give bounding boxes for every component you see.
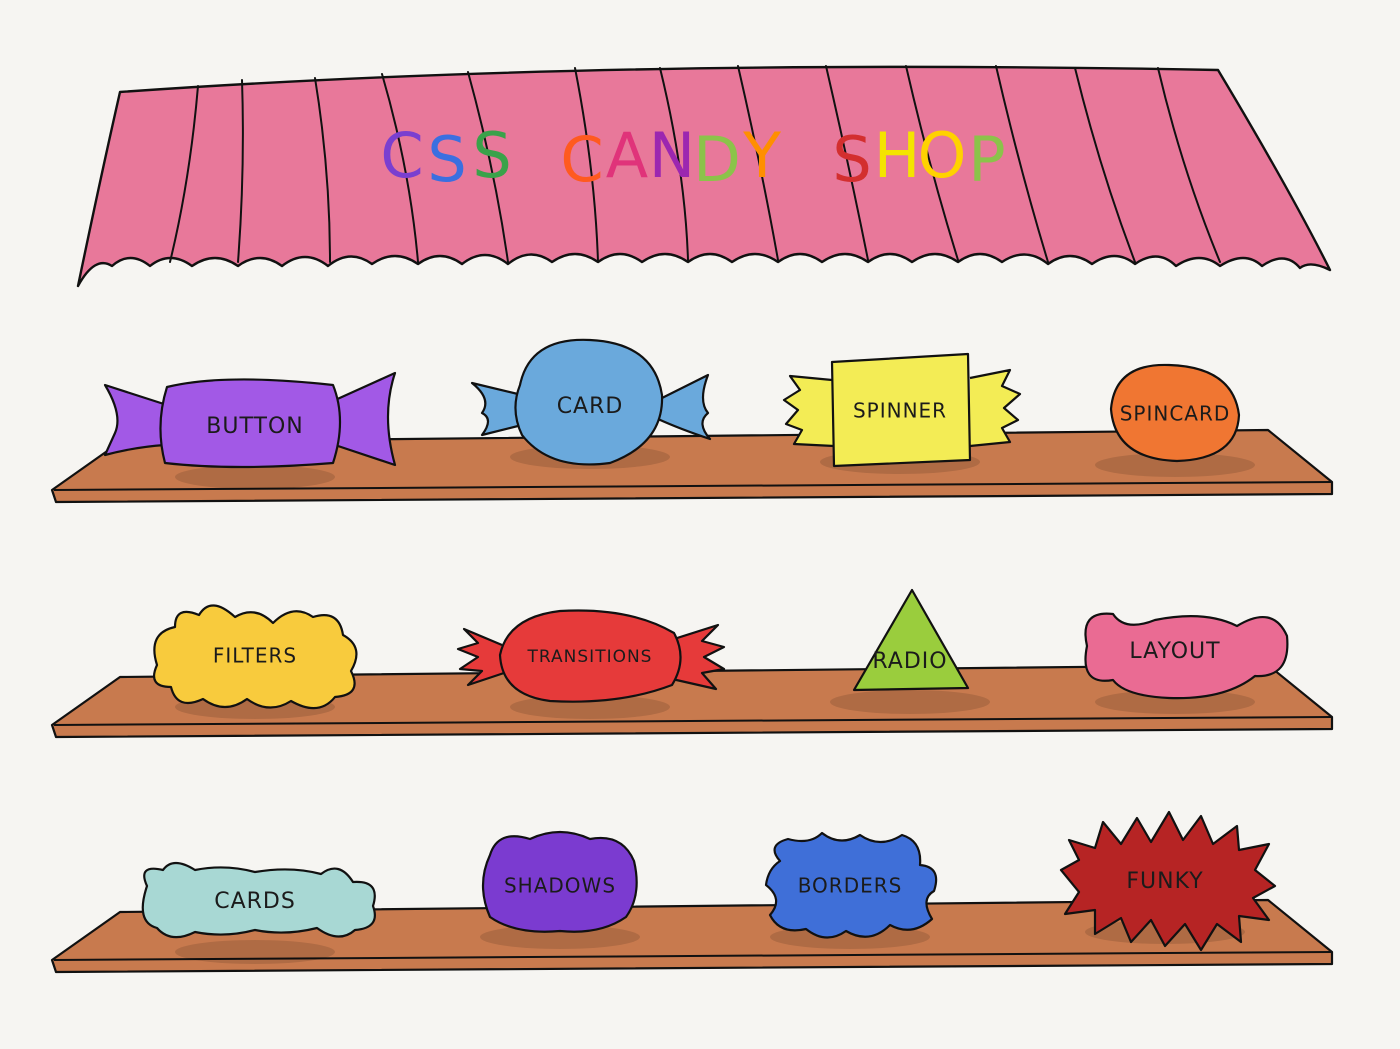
title-letter: S [472, 119, 511, 192]
candy-label: CARDS [214, 889, 296, 914]
awning: C S S C A ND Y S HO P [76, 65, 1332, 288]
candy-card[interactable]: CARD [470, 338, 712, 469]
triangle-candy-icon [852, 588, 970, 692]
candy-shadow [830, 690, 990, 714]
candy-label: RADIO [872, 649, 947, 674]
shelf-3: CARDS SHADOWS BORDERS FUNKY [50, 810, 1334, 974]
candy-label: LAYOUT [1129, 639, 1220, 664]
candy-label: SPINCARD [1120, 402, 1231, 426]
title-letter: H [874, 119, 921, 192]
title-letter: A [606, 119, 648, 192]
title-letter: O [918, 119, 967, 192]
awning-canopy [76, 65, 1332, 288]
title-letter: N [649, 119, 695, 192]
candy-button[interactable]: BUTTON [103, 371, 397, 489]
candy-label: BUTTON [206, 414, 303, 439]
candy-shadow [480, 925, 640, 949]
candy-label: SHADOWS [504, 874, 616, 898]
awning-stripes [169, 65, 1221, 263]
frilled-candy-icon [456, 609, 726, 703]
fluffy-candy-icon [141, 861, 376, 939]
shelf-edge [53, 716, 1333, 726]
round-wrapped-candy-icon [470, 338, 712, 466]
candy-label: CARD [557, 394, 624, 419]
splat-candy-icon [764, 831, 938, 939]
candy-shadow [1095, 690, 1255, 714]
candy-cards[interactable]: CARDS [141, 861, 376, 964]
candy-layout[interactable]: LAYOUT [1084, 612, 1289, 714]
shelves: BUTTON CARD SPINNER SPINCARD FILTERS TRANSITI… [50, 338, 1334, 974]
spiky-candy-icon [1059, 810, 1277, 952]
candy-shadow [175, 940, 335, 964]
cloud-candy-icon [153, 604, 358, 710]
candy-radio[interactable]: RADIO [830, 588, 990, 714]
candy-transitions[interactable]: TRANSITIONS [456, 609, 726, 719]
candy-shadows[interactable]: SHADOWS [480, 830, 640, 949]
title-letter: C [560, 123, 603, 196]
candy-label: SPINNER [853, 399, 947, 423]
candy-funky[interactable]: FUNKY [1059, 810, 1277, 952]
title-letter: S [832, 123, 871, 196]
shop-title: C S S C A ND Y S HO P [380, 119, 1005, 196]
title-letter: Y [742, 119, 781, 192]
candy-spincard[interactable]: SPINCARD [1095, 363, 1255, 477]
title-letter: C [380, 119, 423, 192]
candy-label: FUNKY [1126, 869, 1203, 894]
shelf-edge [53, 951, 1333, 961]
square-wrapped-candy-icon [782, 352, 1022, 468]
wrapped-candy-icon [103, 371, 397, 469]
candy-label: BORDERS [798, 874, 903, 898]
candy-shadow [1095, 453, 1255, 477]
bean-candy-icon [1084, 612, 1289, 700]
candy-spinner[interactable]: SPINNER [782, 352, 1022, 474]
oval-candy-icon [1109, 363, 1241, 463]
candy-label: TRANSITIONS [527, 647, 653, 667]
blob-candy-icon [481, 830, 638, 933]
title-letter: D [693, 123, 741, 196]
shelf-2: FILTERS TRANSITIONS RADIO LAYOUT [50, 588, 1334, 739]
candy-filters[interactable]: FILTERS [153, 604, 358, 719]
shelf-1: BUTTON CARD SPINNER SPINCARD [50, 338, 1334, 504]
title-letter: S [427, 123, 466, 196]
title-letter: P [968, 123, 1005, 196]
shelf-edge [53, 481, 1333, 491]
candy-shadow [175, 465, 335, 489]
candy-label: FILTERS [213, 644, 297, 668]
candy-borders[interactable]: BORDERS [764, 831, 938, 949]
